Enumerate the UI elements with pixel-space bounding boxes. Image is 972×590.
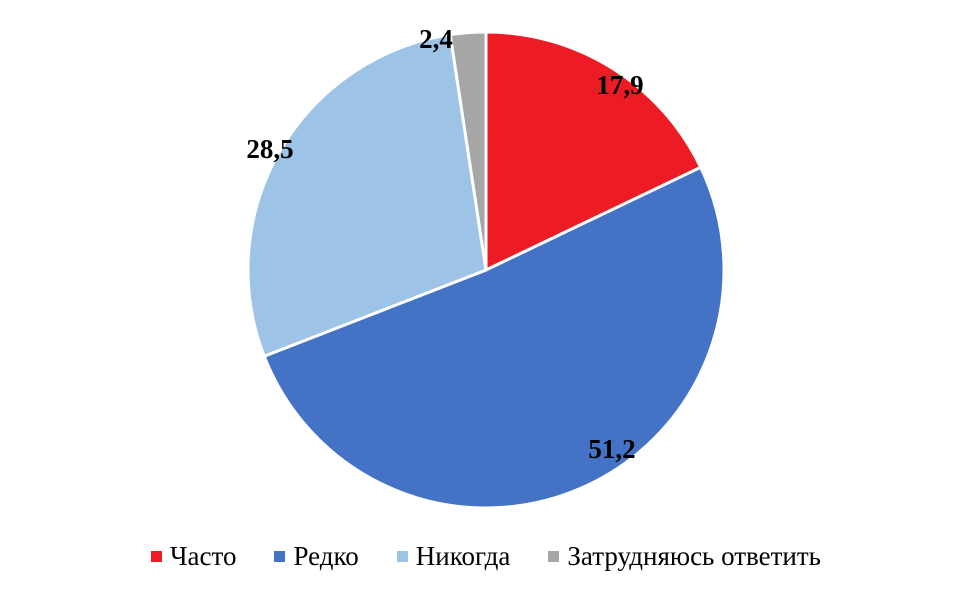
legend-label: Никогда <box>416 541 511 572</box>
legend-label: Часто <box>170 541 236 572</box>
legend-label: Редко <box>293 541 358 572</box>
pie-data-label: 17,9 <box>596 70 643 100</box>
pie-data-label: 51,2 <box>588 434 635 464</box>
legend-item-zatrudnyayus: Затрудняюсь ответить <box>548 541 821 572</box>
pie-data-label: 2,4 <box>419 24 453 54</box>
legend-marker-chasto <box>151 551 162 562</box>
legend-marker-redko <box>274 551 285 562</box>
pie-chart-container: 17,9 51,2 28,5 2,4 Часто Редко Никогда Затр… <box>0 0 972 590</box>
legend-item-chasto: Часто <box>151 541 236 572</box>
legend-item-nikogda: Никогда <box>397 541 511 572</box>
pie-chart-svg: 17,9 51,2 28,5 2,4 <box>0 0 972 540</box>
legend-label: Затрудняюсь ответить <box>567 541 821 572</box>
legend-marker-zatrudnyayus <box>548 551 559 562</box>
legend: Часто Редко Никогда Затрудняюсь ответить <box>0 541 972 572</box>
pie-data-label: 28,5 <box>246 134 293 164</box>
legend-item-redko: Редко <box>274 541 358 572</box>
legend-marker-nikogda <box>397 551 408 562</box>
